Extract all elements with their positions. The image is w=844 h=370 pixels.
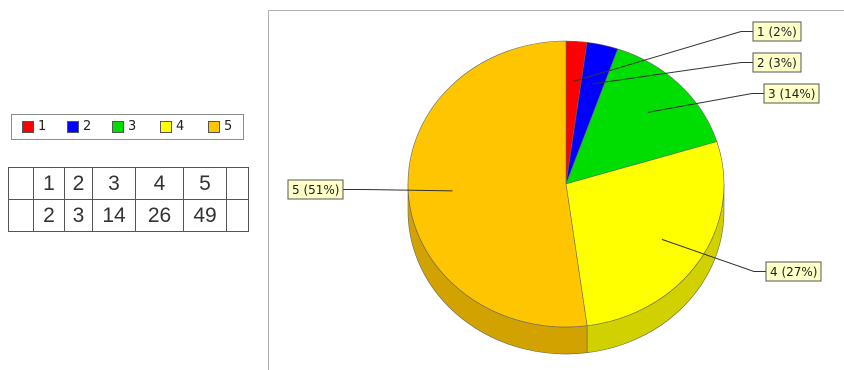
legend-swatch-5 (208, 121, 220, 133)
callout-box-4 (765, 261, 822, 282)
callout-leader-5 (343, 189, 453, 192)
table-value-row: 2 3 14 26 49 (8, 199, 249, 232)
table-cell: 49 (183, 199, 227, 232)
legend-label-1: 1 (38, 119, 47, 134)
callout-leader-2 (592, 62, 753, 85)
table-cell: 4 (135, 167, 184, 200)
callout-box-3 (763, 83, 820, 104)
table-cell (226, 199, 249, 232)
callout-label-3: 3 (14%) (768, 87, 815, 101)
legend-label-2: 2 (83, 119, 92, 134)
plot-area (268, 10, 844, 370)
table-cell: 2 (33, 199, 65, 232)
callout-leader-1 (573, 31, 753, 82)
callout-box-2 (752, 52, 802, 73)
callout-box-1 (752, 21, 802, 42)
callout-leader-3 (647, 93, 764, 113)
pie-chart: 1 (2%) 2 (3%) 3 (14%) 4 (27%) 5 (51%) (287, 21, 822, 355)
table-header-row: 1 2 3 4 5 (8, 167, 249, 200)
chart-legend: 1 2 3 4 5 (11, 114, 244, 140)
legend-swatch-4 (160, 121, 172, 133)
callout-label-4: 4 (27%) (770, 265, 817, 279)
callout-label-5: 5 (51%) (292, 183, 339, 197)
pie-slice-5 (407, 40, 588, 328)
legend-label-3: 3 (128, 119, 137, 134)
callout-leader-4 (661, 238, 766, 272)
pie-callouts: 1 (2%) 2 (3%) 3 (14%) 4 (27%) 5 (51%) (287, 21, 822, 282)
table-cell: 3 (92, 167, 136, 200)
pie-slices (407, 40, 725, 328)
legend-swatch-2 (67, 121, 79, 133)
pie-slice-3 (565, 48, 718, 185)
callout-label-2: 2 (3%) (757, 56, 797, 70)
data-table: 1 2 3 4 5 2 3 14 26 49 (8, 167, 249, 232)
legend-swatch-3 (112, 121, 124, 133)
callout-label-1: 1 (2%) (757, 25, 797, 39)
table-cell: 26 (135, 199, 184, 232)
pie-slice-4 (565, 141, 725, 327)
legend-swatch-1 (22, 121, 34, 133)
callout-box-5 (287, 179, 344, 200)
table-cell: 14 (92, 199, 136, 232)
legend-label-5: 5 (224, 119, 233, 134)
legend-label-4: 4 (176, 119, 185, 134)
